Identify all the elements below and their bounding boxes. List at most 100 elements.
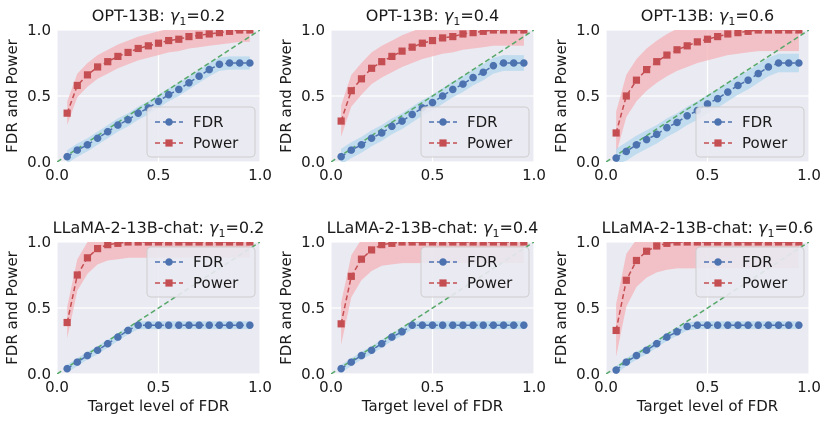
fdr-point xyxy=(164,90,173,99)
power-point xyxy=(764,242,772,246)
legend-frame xyxy=(146,246,256,298)
diagonal-reference-line xyxy=(331,30,534,162)
power-point xyxy=(510,30,518,34)
power-point xyxy=(337,117,345,125)
power-point xyxy=(612,326,620,335)
legend: FDR Power xyxy=(146,246,256,298)
title-gamma-symbol: γ xyxy=(483,218,494,237)
x-tick-label: 1.0 xyxy=(522,378,546,396)
x-tick-label: 0.0 xyxy=(45,166,69,184)
power-point xyxy=(643,247,651,255)
x-tick-label: 0.0 xyxy=(319,378,343,396)
power-point xyxy=(693,242,701,246)
x-axis-label: Target level of FDR xyxy=(636,397,778,415)
fdr-point xyxy=(489,321,498,329)
power-point xyxy=(124,48,132,57)
legend-fdr-label: FDR xyxy=(467,113,498,131)
x-tick-label: 0.5 xyxy=(696,166,720,184)
power-point xyxy=(388,242,396,247)
power-point xyxy=(215,30,223,37)
title-prefix: OPT-13B: xyxy=(641,6,719,25)
power-point xyxy=(612,129,620,137)
power-point xyxy=(643,66,651,74)
power-point xyxy=(774,30,783,34)
power-point xyxy=(154,242,163,246)
power-point xyxy=(632,256,641,265)
power-point xyxy=(449,33,457,41)
fdr-point xyxy=(398,327,406,336)
fdr-point xyxy=(408,110,417,119)
fdr-point xyxy=(124,326,132,335)
power-point xyxy=(347,87,355,95)
data-layer xyxy=(606,242,809,374)
title-gamma-value: =0.2 xyxy=(186,6,225,25)
power-point xyxy=(499,242,508,246)
x-tick-label: 0.0 xyxy=(319,166,343,184)
fdr-point xyxy=(499,321,508,329)
power-point xyxy=(205,242,213,246)
y-tick-label: 0.5 xyxy=(27,87,51,105)
power-point xyxy=(337,320,345,328)
subplot-title: OPT-13B: γ1=0.4 xyxy=(366,6,499,28)
fdr-point xyxy=(195,72,203,80)
power-point xyxy=(175,242,183,246)
title-gamma-symbol: γ xyxy=(209,218,220,237)
x-tick-label: 0.5 xyxy=(147,378,171,396)
power-point xyxy=(714,242,722,246)
power-point xyxy=(459,30,467,38)
y-axis-label: FDR and Power xyxy=(277,38,295,153)
title-prefix: LLaMA-2-13B-chat: xyxy=(327,218,483,237)
power-point xyxy=(408,242,416,246)
power-point xyxy=(734,242,742,246)
y-tick-label: 0.5 xyxy=(576,299,600,317)
power-point xyxy=(673,242,681,246)
legend-fdr-marker xyxy=(165,258,173,266)
x-tick-label: 0.0 xyxy=(594,378,618,396)
power-point xyxy=(795,30,803,34)
power-point xyxy=(388,52,396,60)
fdr-point xyxy=(93,346,102,355)
power-point xyxy=(94,245,102,253)
power-point xyxy=(714,33,722,41)
power-confidence-band xyxy=(341,30,524,137)
legend: FDR Power xyxy=(420,106,530,158)
y-axis-label: FDR and Power xyxy=(552,38,570,153)
legend-power-label: Power xyxy=(742,134,788,152)
power-point xyxy=(357,255,366,263)
title-gamma-subscript: 1 xyxy=(218,227,225,240)
fdr-point xyxy=(734,81,742,90)
fdr-point xyxy=(652,130,661,139)
fdr-point xyxy=(134,321,142,329)
fdr-point xyxy=(205,321,214,329)
title-gamma-subscript: 1 xyxy=(728,15,735,28)
power-point xyxy=(653,58,661,66)
power-point xyxy=(754,242,762,246)
fdr-point xyxy=(673,118,681,127)
fdr-point xyxy=(63,152,71,161)
fdr-point xyxy=(713,94,722,103)
legend-power-marker xyxy=(439,139,447,147)
y-tick-label: 0.5 xyxy=(576,87,600,105)
data-layer xyxy=(57,30,260,162)
fdr-point xyxy=(154,321,163,329)
fdr-point xyxy=(673,327,681,336)
fdr-point xyxy=(683,112,691,120)
power-point xyxy=(469,30,477,37)
power-point xyxy=(479,30,487,35)
power-confidence-band xyxy=(616,242,799,357)
fdr-point xyxy=(347,358,356,366)
power-point xyxy=(94,63,102,71)
y-tick-label: 1.0 xyxy=(27,233,51,251)
fdr-point xyxy=(612,366,620,374)
power-point xyxy=(124,242,132,246)
power-point xyxy=(83,71,92,79)
power-point xyxy=(408,43,416,51)
y-tick-label: 0.0 xyxy=(576,153,600,171)
power-point xyxy=(663,51,671,59)
fdr-point xyxy=(215,60,224,69)
x-tick-label: 1.0 xyxy=(248,166,272,184)
power-point xyxy=(785,30,793,34)
power-point xyxy=(357,75,366,83)
power-point xyxy=(785,242,793,246)
